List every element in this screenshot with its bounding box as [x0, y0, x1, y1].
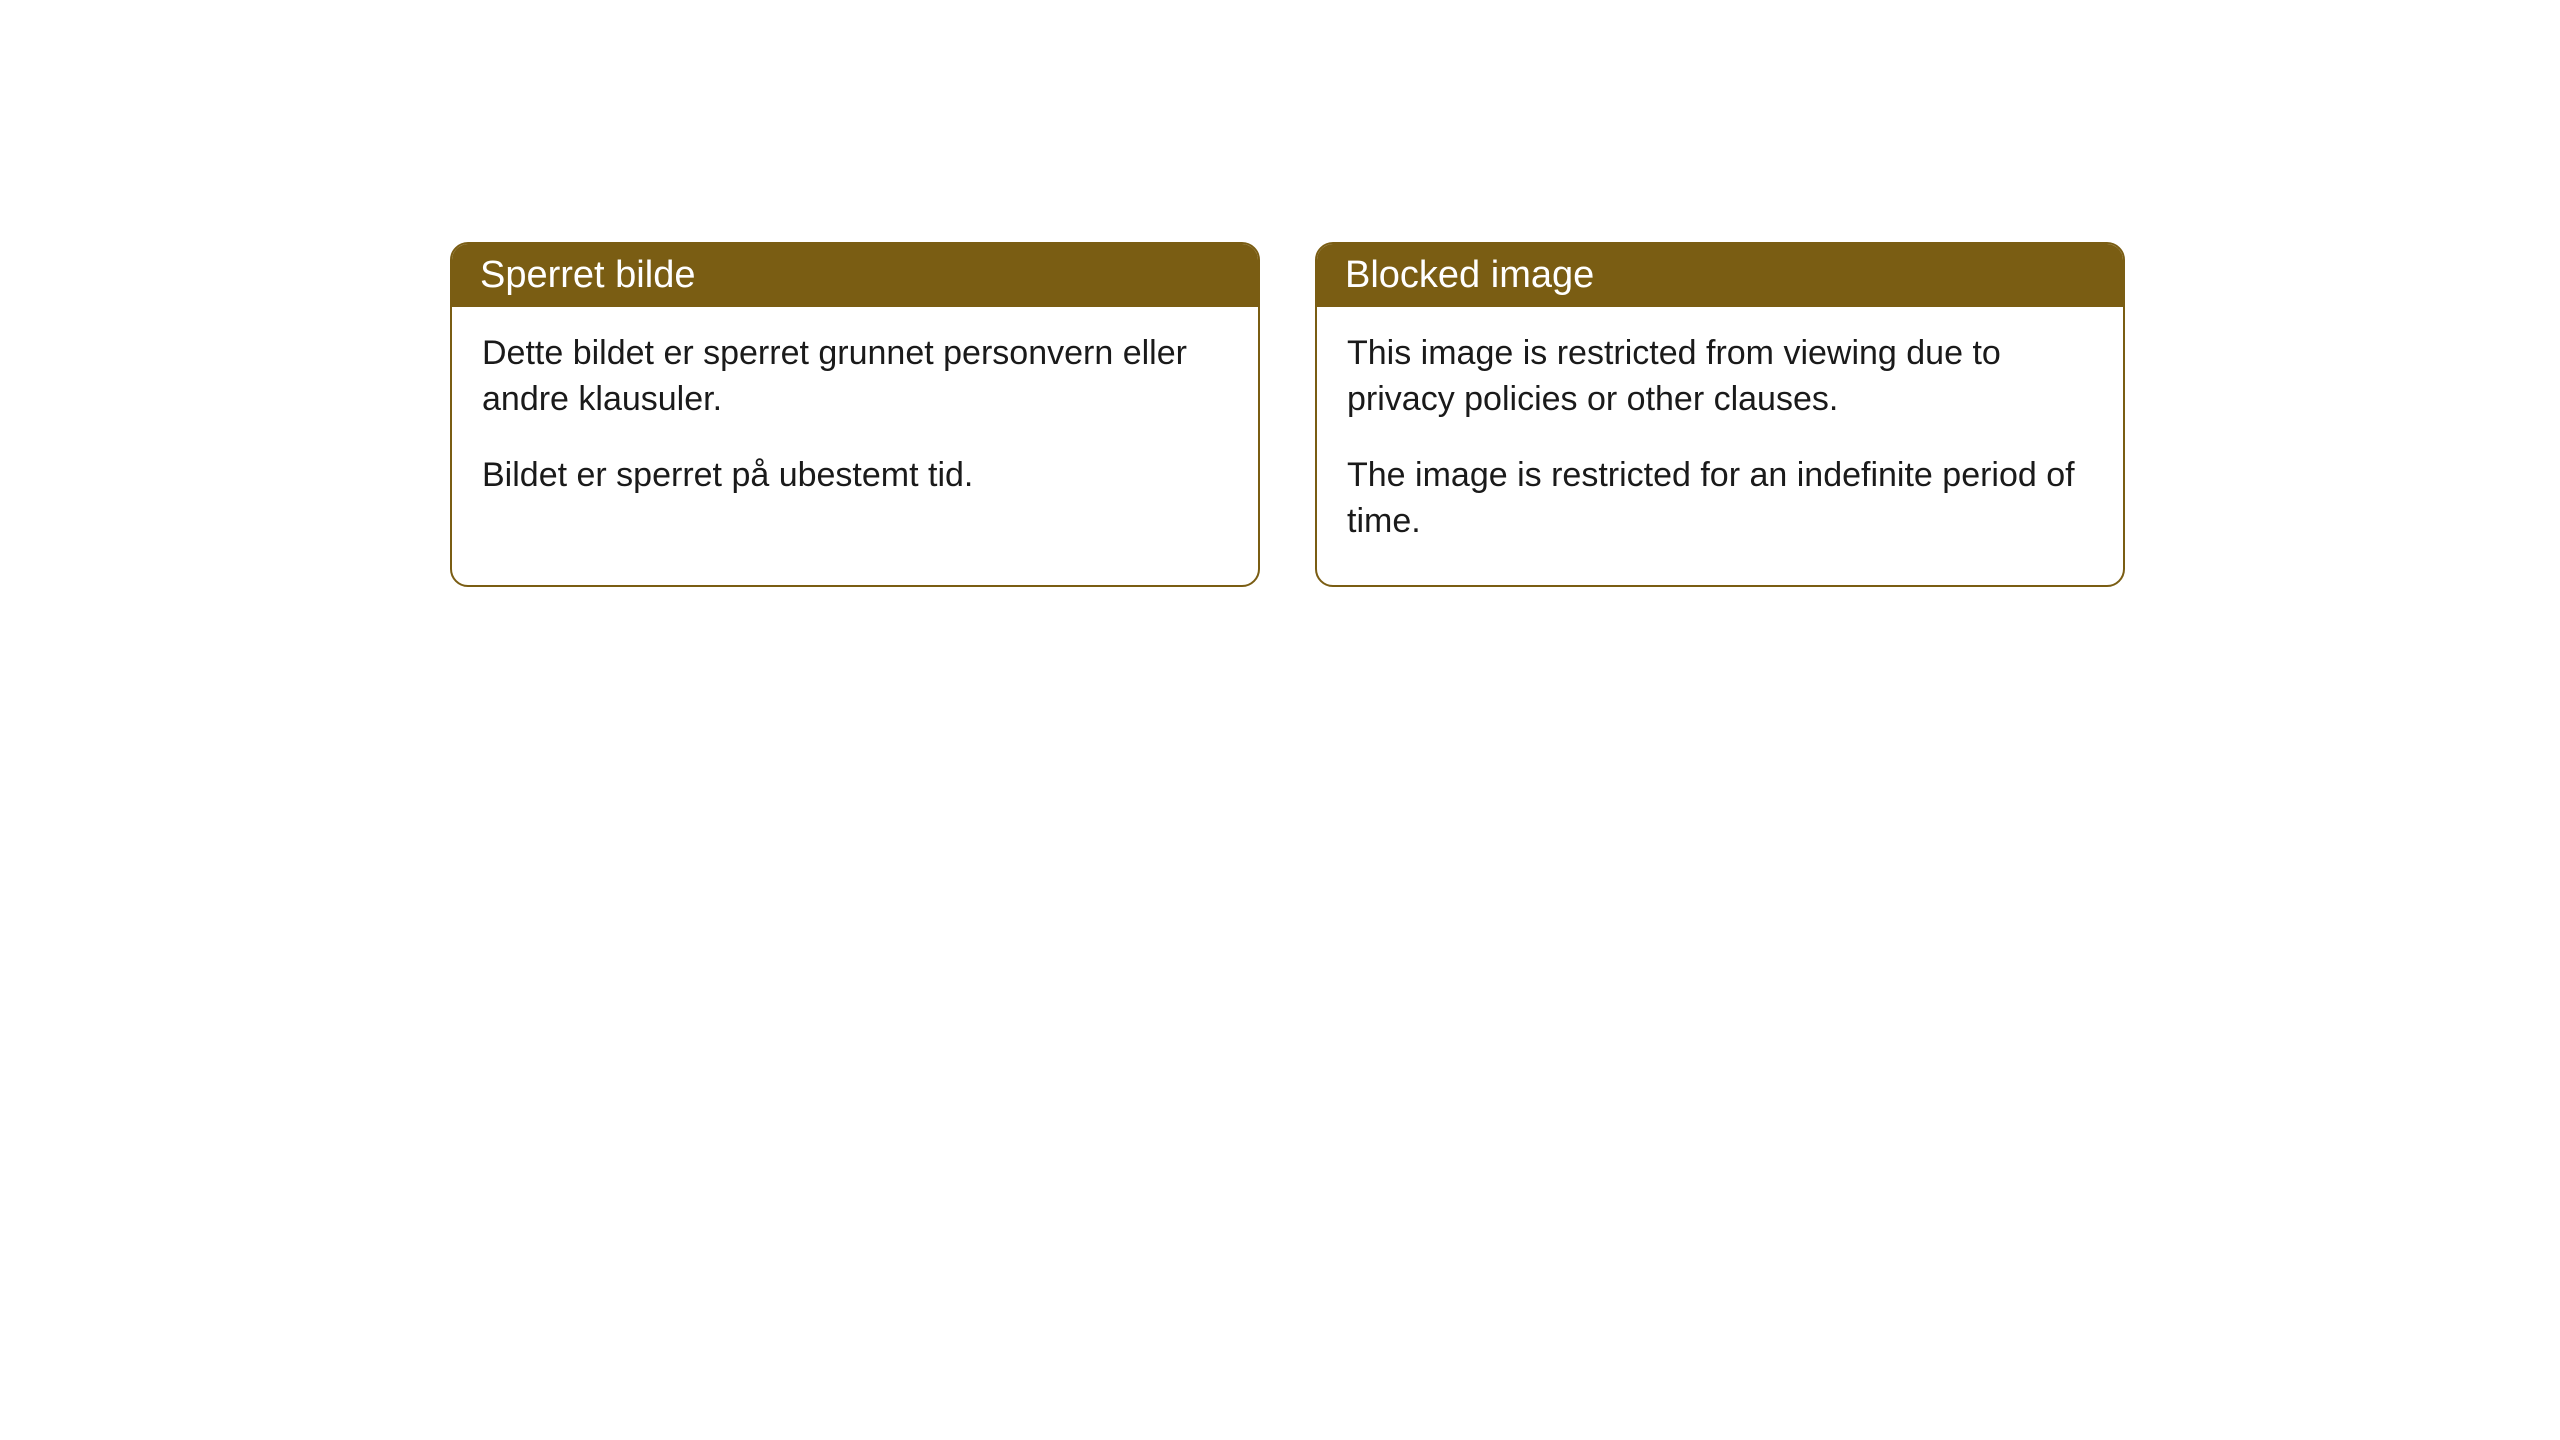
blocked-image-card-en: Blocked image This image is restricted f…	[1315, 242, 2125, 587]
notice-cards-container: Sperret bilde Dette bildet er sperret gr…	[450, 242, 2125, 587]
card-body-no: Dette bildet er sperret grunnet personve…	[452, 307, 1258, 539]
card-para1-no: Dette bildet er sperret grunnet personve…	[482, 331, 1228, 423]
card-body-en: This image is restricted from viewing du…	[1317, 307, 2123, 585]
card-para2-en: The image is restricted for an indefinit…	[1347, 453, 2093, 545]
card-title-en: Blocked image	[1345, 254, 1594, 296]
card-title-no: Sperret bilde	[480, 254, 695, 296]
card-para2-no: Bildet er sperret på ubestemt tid.	[482, 453, 1228, 499]
card-header-en: Blocked image	[1317, 244, 2123, 307]
card-para1-en: This image is restricted from viewing du…	[1347, 331, 2093, 423]
card-header-no: Sperret bilde	[452, 244, 1258, 307]
blocked-image-card-no: Sperret bilde Dette bildet er sperret gr…	[450, 242, 1260, 587]
